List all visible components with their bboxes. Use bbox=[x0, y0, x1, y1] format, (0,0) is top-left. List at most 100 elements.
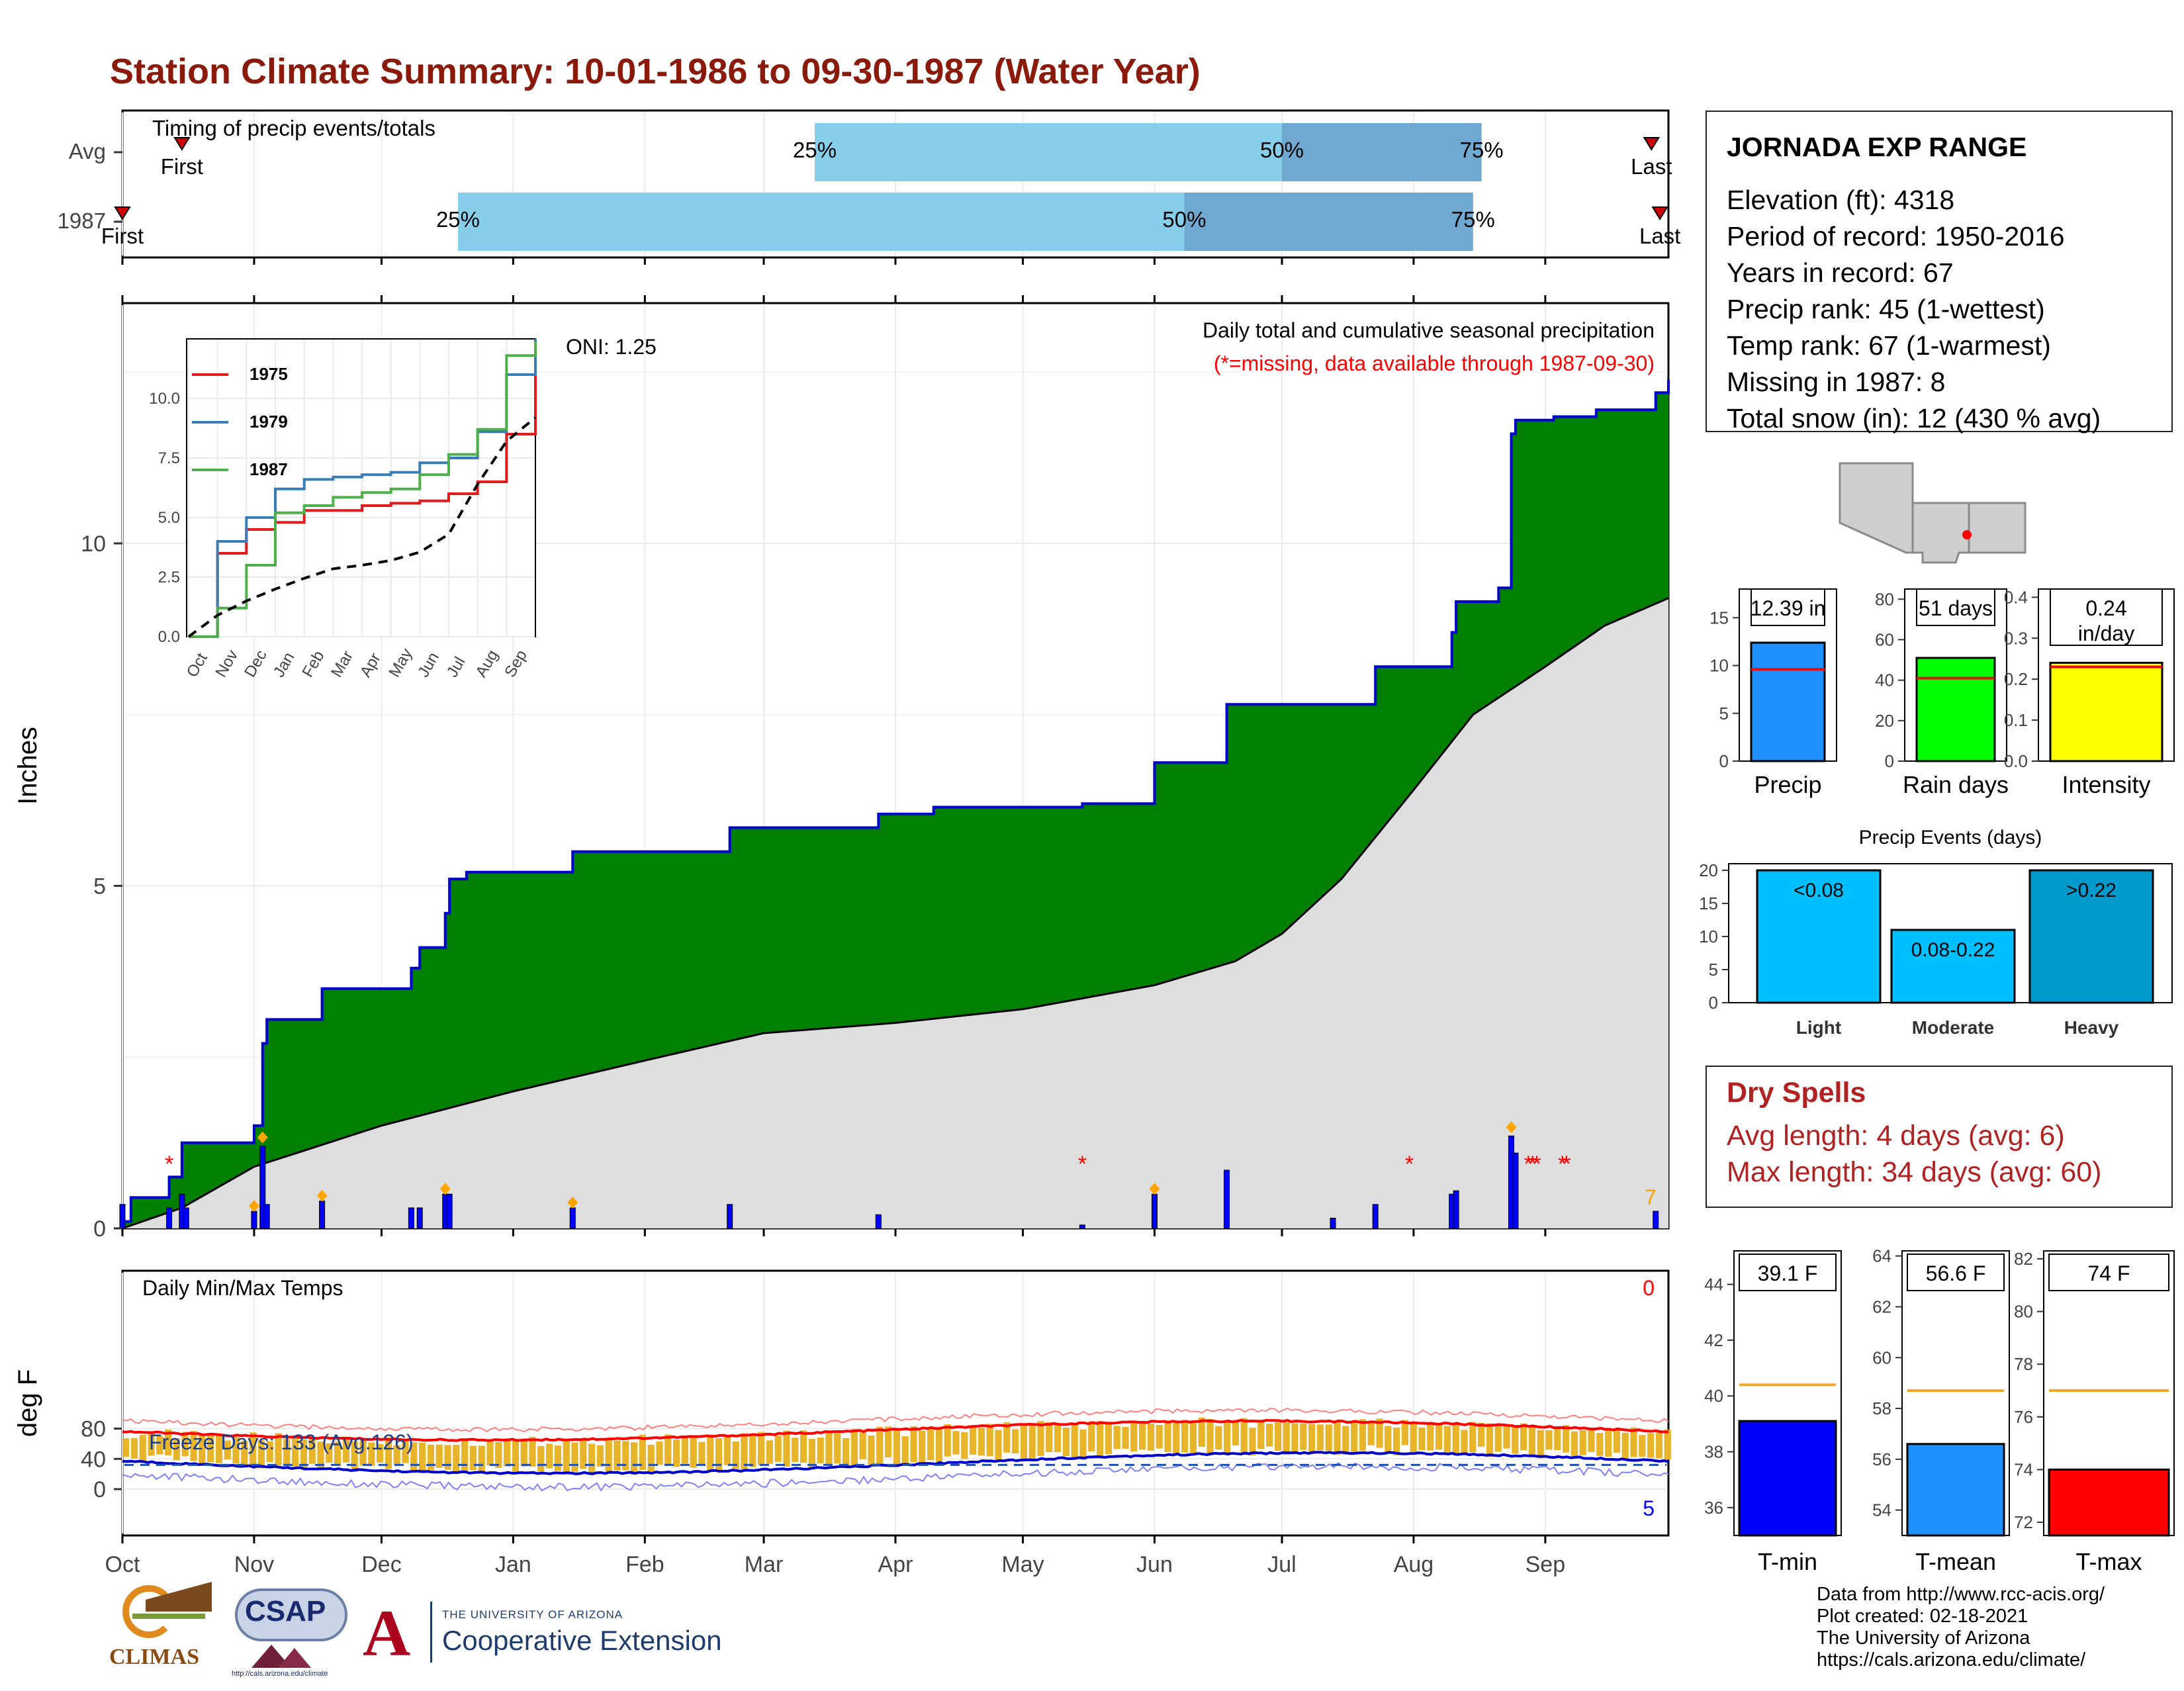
daily-temp-range-bar bbox=[1461, 1430, 1468, 1454]
station-info-line: Total snow (in): 12 (430 % avg) bbox=[1727, 403, 2101, 434]
snow-count-label: 7 bbox=[1645, 1185, 1657, 1209]
daily-temp-range-bar bbox=[1537, 1430, 1544, 1459]
freeze-days-label: Freeze Days: 133 (Avg:126) bbox=[149, 1430, 414, 1454]
daily-temp-range-bar bbox=[1401, 1420, 1409, 1445]
temp-summary-y-tick-label: 56 bbox=[1872, 1449, 1891, 1469]
daily-temp-range-bar bbox=[1545, 1430, 1553, 1450]
daily-temp-range-bar bbox=[885, 1426, 892, 1457]
daily-temp-range-bar bbox=[300, 1439, 308, 1470]
temp-summary-value-label: 74 F bbox=[2087, 1261, 2130, 1285]
events-y-tick-label: 5 bbox=[1709, 960, 1718, 980]
inset-series-line bbox=[189, 341, 537, 638]
daily-temp-range-bar bbox=[1570, 1431, 1578, 1457]
daily-temp-range-bar bbox=[850, 1429, 858, 1468]
inset-y-tick-label: 2.5 bbox=[158, 569, 180, 586]
daily-temp-range-bar bbox=[639, 1434, 647, 1470]
daily-temp-range-bar bbox=[647, 1444, 655, 1472]
daily-temp-range-bar bbox=[232, 1437, 240, 1464]
daily-temp-range-bar bbox=[190, 1431, 197, 1461]
timing-row-label: Avg bbox=[69, 139, 106, 163]
daily-temp-range-bar bbox=[944, 1424, 951, 1457]
month-label: Jul bbox=[1267, 1552, 1296, 1577]
temp-summary-y-tick-label: 80 bbox=[2014, 1302, 2033, 1322]
temp-y-tick-label: 40 bbox=[81, 1447, 106, 1472]
missing-note: (*=missing, data available through 1987-… bbox=[1214, 351, 1655, 375]
daily-temp-range-bar bbox=[868, 1435, 875, 1465]
daily-temp-range-bar bbox=[1503, 1424, 1510, 1449]
last-event-marker bbox=[1643, 137, 1661, 151]
daily-temp-range-bar bbox=[622, 1441, 629, 1471]
daily-temp-range-bar bbox=[495, 1441, 502, 1469]
missing-day-marker: * bbox=[165, 1152, 173, 1177]
daily-temp-range-bar bbox=[1130, 1422, 1138, 1452]
daily-temp-range-bar bbox=[1316, 1424, 1324, 1451]
inset-legend-label: 1987 bbox=[250, 459, 288, 479]
temp-summary-y-tick-label: 60 bbox=[1872, 1348, 1891, 1367]
daily-temp-range-bar bbox=[1427, 1422, 1434, 1451]
month-label: Jan bbox=[495, 1552, 531, 1577]
temp-summary-y-tick-label: 40 bbox=[1704, 1386, 1723, 1406]
temp-summary-bar bbox=[2048, 1468, 2170, 1537]
daily-temp-range-bar bbox=[1206, 1418, 1214, 1455]
daily-temp-range-bar bbox=[1325, 1424, 1332, 1451]
summary-y-tick-label: 10 bbox=[1709, 656, 1729, 676]
daily-temp-range-bar bbox=[588, 1443, 596, 1473]
summary-bar bbox=[1750, 641, 1826, 762]
daily-temp-range-bar bbox=[1376, 1418, 1383, 1448]
daily-temp-range-bar bbox=[995, 1430, 1002, 1462]
month-label: Mar bbox=[745, 1552, 784, 1577]
daily-temp-range-bar bbox=[1647, 1433, 1655, 1458]
daily-temp-range-bar bbox=[181, 1432, 189, 1457]
quartile-label-75: 75% bbox=[1460, 138, 1504, 162]
climas-logo-text: CLIMAS bbox=[109, 1645, 200, 1669]
state-map bbox=[1837, 460, 2026, 564]
daily-temp-range-bar bbox=[723, 1434, 731, 1465]
daily-temp-range-bar bbox=[774, 1435, 782, 1462]
daily-temp-range-bar bbox=[1630, 1427, 1637, 1457]
snow-day-marker bbox=[567, 1196, 578, 1209]
daily-temp-range-bar bbox=[1274, 1422, 1282, 1451]
summary-y-tick-label: 0.0 bbox=[2004, 751, 2028, 771]
daily-precip-bar bbox=[119, 1204, 126, 1229]
daily-temp-range-bar bbox=[1257, 1421, 1265, 1449]
daily-temp-range-bar bbox=[986, 1424, 993, 1457]
csap-logo-text: CSAP bbox=[245, 1595, 326, 1627]
quartile-label-25: 25% bbox=[793, 138, 837, 162]
daily-temp-range-bar bbox=[732, 1441, 739, 1469]
daily-temp-range-bar bbox=[741, 1433, 748, 1469]
daily-temp-range-bar bbox=[1334, 1422, 1341, 1455]
daily-temp-range-bar bbox=[1452, 1424, 1459, 1455]
month-label: Apr bbox=[878, 1552, 913, 1577]
daily-precip-bar bbox=[1151, 1193, 1158, 1229]
daily-temp-range-bar bbox=[825, 1431, 833, 1464]
daily-temp-range-bar bbox=[359, 1440, 367, 1466]
daily-temp-range-bar bbox=[1664, 1430, 1671, 1460]
dry-spells-title: Dry Spells bbox=[1727, 1077, 1866, 1109]
daily-temp-range-bar bbox=[529, 1436, 536, 1467]
events-y-tick-label: 0 bbox=[1709, 993, 1718, 1013]
daily-temp-range-bar bbox=[173, 1438, 181, 1461]
credits: Data from http://www.rcc-acis.org/ Plot … bbox=[1817, 1584, 2105, 1671]
daily-temp-range-bar bbox=[250, 1432, 257, 1465]
inset-y-tick-label: 5.0 bbox=[158, 509, 180, 527]
daily-temp-range-bar bbox=[1554, 1428, 1561, 1450]
events-y-tick-label: 15 bbox=[1699, 893, 1718, 913]
daily-temp-range-bar bbox=[749, 1435, 756, 1467]
avg-max-temp-line bbox=[122, 1418, 1669, 1442]
temp-summary-y-tick-label: 72 bbox=[2014, 1512, 2033, 1532]
daily-temp-range-bar bbox=[1054, 1424, 1062, 1453]
daily-temp-range-bar bbox=[199, 1434, 206, 1465]
precip-annotation: Daily total and cumulative seasonal prec… bbox=[1203, 318, 1655, 342]
daily-temp-range-bar bbox=[800, 1430, 807, 1463]
daily-temp-range-bar bbox=[461, 1439, 469, 1471]
events-bar-value: 0.08-0.22 bbox=[1911, 939, 1995, 961]
daily-temp-range-bar bbox=[664, 1434, 672, 1466]
daily-precip-bar bbox=[446, 1193, 453, 1229]
daily-temp-range-bar bbox=[368, 1442, 375, 1466]
temp-summary-y-tick-label: 36 bbox=[1704, 1498, 1723, 1518]
daily-temp-range-bar bbox=[1435, 1425, 1443, 1450]
inset-y-tick-label: 7.5 bbox=[158, 449, 180, 467]
temp-summary-value-box bbox=[1739, 1254, 1837, 1291]
daily-temp-range-bar bbox=[859, 1432, 866, 1459]
daily-temp-range-bar bbox=[834, 1433, 841, 1464]
